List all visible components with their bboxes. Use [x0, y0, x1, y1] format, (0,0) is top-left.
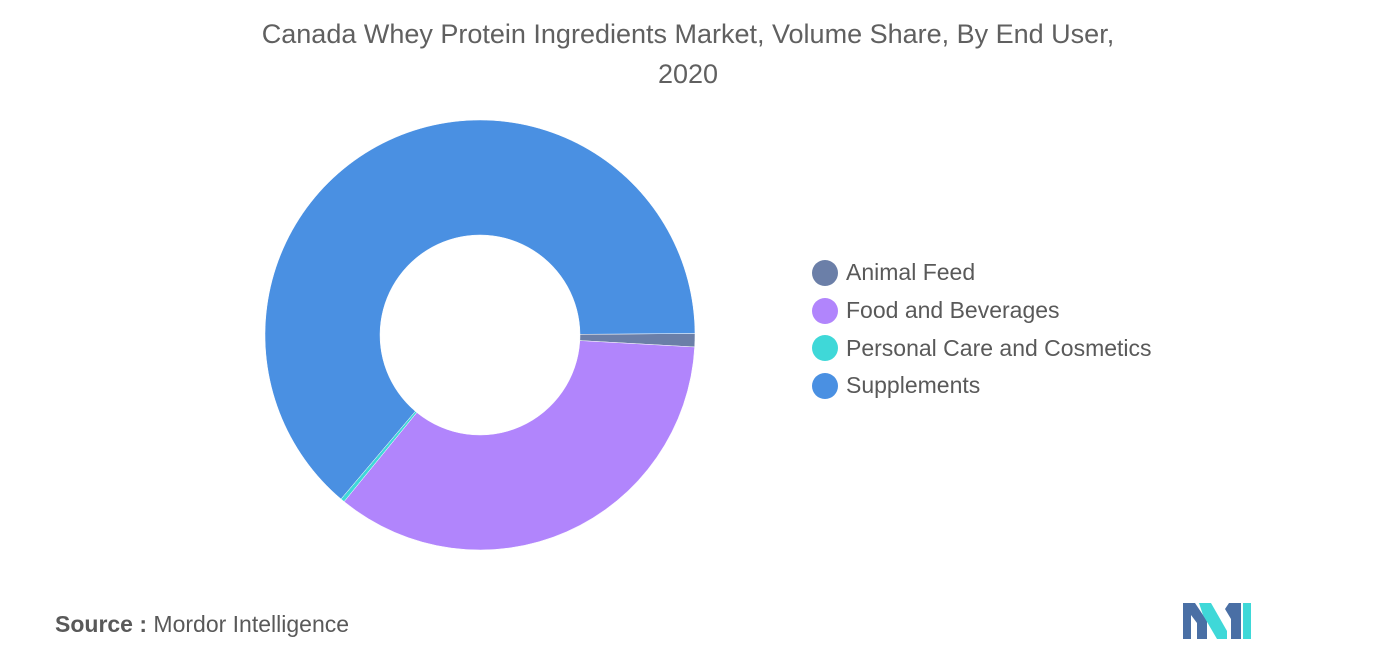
legend-label: Supplements — [846, 372, 981, 399]
chart-title-line1: Canada Whey Protein Ingredients Market, … — [261, 19, 1115, 49]
donut-slice-supplements[interactable] — [264, 119, 696, 500]
mordor-logo — [1183, 603, 1251, 639]
logo-shape-accent — [1243, 603, 1251, 639]
donut-slice-food-and-beverages[interactable] — [343, 340, 695, 551]
legend-swatch — [812, 335, 838, 362]
logo-shape-right — [1225, 603, 1241, 639]
legend-label: Personal Care and Cosmetics — [846, 334, 1152, 361]
source-label: Source : — [55, 611, 148, 637]
legend-item-personal-care-and-cosmetics[interactable]: Personal Care and Cosmetics — [812, 329, 1152, 367]
legend-label: Food and Beverages — [846, 297, 1060, 324]
legend-swatch — [812, 372, 838, 399]
chart-title: Canada Whey Protein Ingredients Market, … — [0, 14, 1376, 94]
legend: Animal Feed Food and Beverages Personal … — [812, 254, 1152, 405]
legend-item-supplements[interactable]: Supplements — [812, 367, 1152, 405]
legend-item-food-and-beverages[interactable]: Food and Beverages — [812, 292, 1152, 330]
legend-swatch — [812, 259, 838, 286]
source-text: Mordor Intelligence — [153, 611, 350, 637]
logo-shape-middle — [1199, 603, 1227, 639]
legend-label: Animal Feed — [846, 259, 976, 286]
legend-item-animal-feed[interactable]: Animal Feed — [812, 254, 1152, 292]
logo-shape-left — [1183, 603, 1207, 639]
legend-swatch — [812, 297, 838, 324]
chart-title-line2: 2020 — [657, 59, 719, 89]
source-note: Source : Mordor Intelligence — [55, 611, 349, 638]
